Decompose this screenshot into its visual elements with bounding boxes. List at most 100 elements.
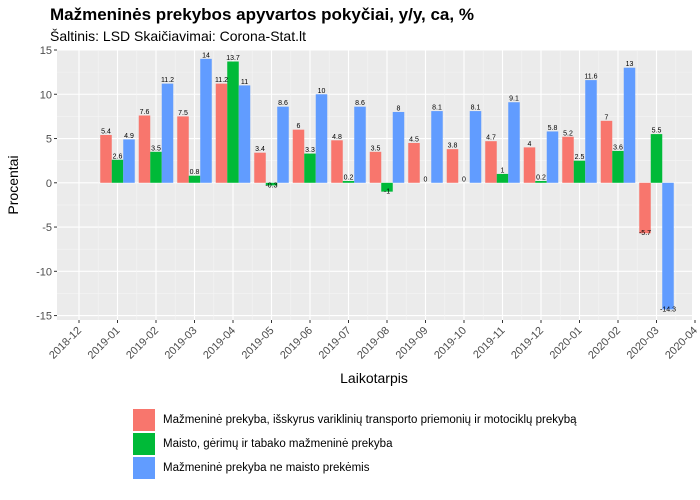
- bar: [600, 120, 613, 183]
- legend: Mažmeninė prekyba, išskyrus variklinių t…: [133, 408, 577, 480]
- x-axis: 2018-12 2019-01 2019-02 2019-03 2019-04 2019-…: [47, 320, 700, 362]
- data-label: -14.3: [660, 306, 676, 313]
- y-tick-label: 5: [46, 134, 52, 146]
- x-tick-label: 2019-06: [278, 325, 315, 362]
- bar: [238, 85, 251, 183]
- x-tick-label: 2018-12: [47, 325, 84, 362]
- bar: [265, 182, 278, 186]
- data-label: -5.7: [639, 230, 651, 237]
- bar: [292, 129, 305, 183]
- y-tick-label: -10: [36, 266, 52, 278]
- legend-item: Mažmeninė prekyba ne maisto prekėmis: [133, 456, 577, 480]
- bar: [523, 147, 536, 183]
- bar: [331, 140, 343, 183]
- legend-item: Mažmeninė prekyba, išskyrus variklinių t…: [133, 408, 577, 432]
- y-tick-label: 15: [40, 45, 52, 57]
- data-label: 5.8: [548, 125, 558, 132]
- data-label: 11.2: [215, 77, 228, 84]
- bar: [612, 150, 624, 183]
- data-label: 4.8: [332, 134, 342, 141]
- data-label: 3.6: [613, 144, 623, 151]
- bar: [639, 182, 651, 234]
- data-label: 5.2: [563, 130, 573, 137]
- x-tick-label: 2019-02: [124, 325, 161, 362]
- bar: [369, 151, 382, 183]
- data-label: 3.5: [151, 145, 161, 152]
- y-tick-label: -5: [42, 222, 52, 234]
- y-tick-label: 10: [40, 89, 52, 101]
- data-label: 4.9: [124, 133, 134, 140]
- bar: [573, 160, 586, 183]
- bar: [161, 83, 174, 183]
- data-label: 0.2: [536, 175, 546, 182]
- chart-title: Mažmeninės prekybos apyvartos pokyčiai, …: [50, 5, 474, 24]
- bar: [150, 151, 162, 183]
- legend-key-series-3: [133, 457, 155, 479]
- data-labels-group: 5.42.64.97.63.511.27.50.81411.213.7113.4…: [101, 52, 676, 313]
- bar: [535, 181, 547, 183]
- legend-label-series-3: Mažmeninė prekyba ne maisto prekėmis: [163, 462, 370, 474]
- bar: [277, 106, 289, 183]
- bar: [662, 182, 674, 310]
- x-tick-label: 2019-05: [240, 325, 277, 362]
- data-label: 0.2: [344, 175, 354, 182]
- x-tick-label: 2019-01: [86, 325, 123, 362]
- bar: [408, 142, 420, 183]
- bar: [215, 83, 228, 183]
- bar-chart: 5.42.64.97.63.511.27.50.81411.213.7113.4…: [5, 45, 700, 386]
- data-label: 8: [397, 105, 401, 112]
- x-tick-label: 2019-07: [317, 325, 354, 362]
- bar: [496, 173, 509, 183]
- x-axis-title: Laikotarpis: [340, 370, 408, 386]
- bar: [342, 181, 355, 183]
- data-label: 8.1: [432, 105, 442, 112]
- x-tick-label: 2019-08: [355, 325, 392, 362]
- x-tick-label: 2020-01: [548, 325, 585, 362]
- data-label: 11.2: [161, 77, 174, 84]
- bar: [227, 61, 239, 183]
- bar: [123, 139, 135, 183]
- y-tick-label: 0: [46, 178, 52, 190]
- legend-key-series-1: [133, 409, 155, 431]
- bar: [304, 153, 316, 183]
- data-label: 7: [605, 114, 609, 121]
- bar: [315, 94, 328, 183]
- x-tick-label: 2019-11: [471, 325, 507, 361]
- data-label: 10: [318, 88, 326, 95]
- data-label: 2.5: [575, 154, 585, 161]
- data-label: 5.4: [101, 128, 111, 135]
- y-axis: -15 -10 -5 0 5 10 15: [36, 45, 57, 323]
- data-label: 4.7: [486, 135, 496, 142]
- data-label: 3.8: [448, 143, 458, 150]
- bar: [188, 175, 201, 183]
- chart-subtitle: Šaltinis: LSD Skaičiavimai: Corona-Stat.…: [50, 28, 306, 44]
- data-label: 3.3: [305, 147, 315, 154]
- data-label: 4.5: [409, 136, 419, 143]
- bar: [485, 141, 497, 183]
- data-label: 2.6: [113, 153, 123, 160]
- data-label: 7.5: [178, 110, 188, 117]
- x-tick-label: 2020-04: [663, 325, 700, 362]
- bar: [354, 106, 366, 183]
- bar: [177, 116, 189, 183]
- data-label: 1: [501, 167, 505, 174]
- bar: [431, 111, 443, 183]
- data-label: 8.1: [471, 105, 481, 112]
- bar: [562, 136, 574, 183]
- data-label: 5.5: [652, 128, 662, 135]
- bar: [446, 149, 459, 183]
- bar: [585, 80, 597, 183]
- bar: [111, 159, 124, 183]
- y-axis-title: Procentai: [5, 155, 21, 214]
- bar: [100, 134, 112, 183]
- x-tick-label: 2020-03: [625, 325, 662, 362]
- data-label: 3.5: [371, 145, 381, 152]
- data-label: 13: [626, 61, 634, 68]
- data-label: 11: [241, 79, 248, 86]
- data-label: 0: [462, 176, 466, 183]
- bar: [469, 111, 482, 183]
- data-label: 6: [297, 123, 301, 130]
- data-label: 0: [424, 176, 428, 183]
- bar: [138, 115, 151, 183]
- x-tick-label: 2019-03: [163, 325, 200, 362]
